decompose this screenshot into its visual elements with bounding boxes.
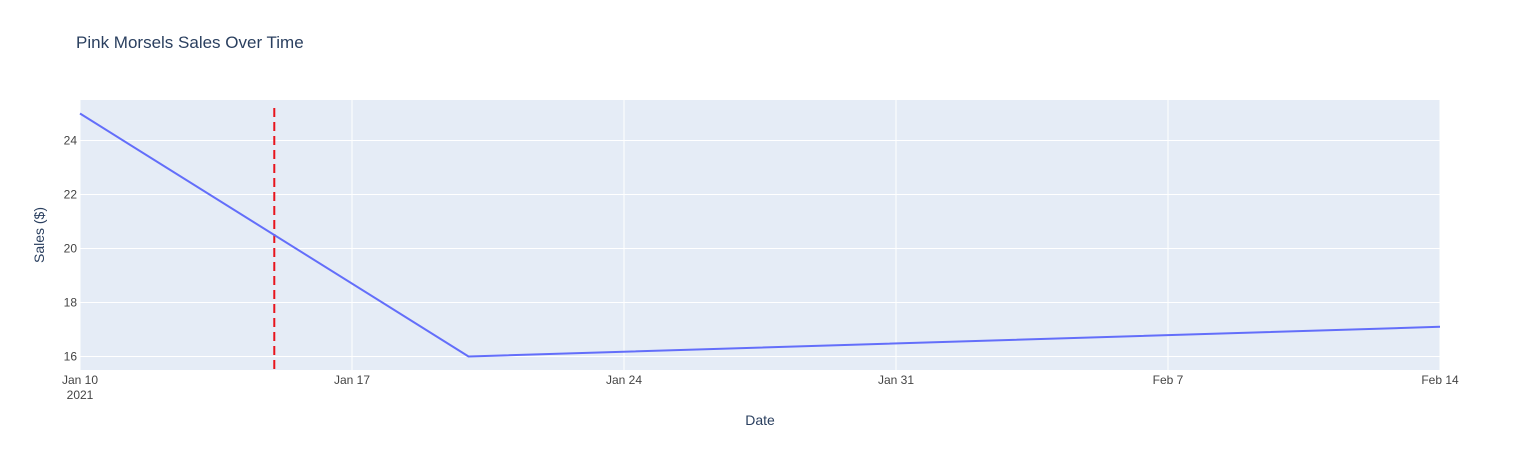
series-group	[79, 112, 1441, 358]
y-axis-label: Sales ($)	[31, 207, 47, 263]
y-tick-label: 20	[64, 242, 78, 256]
x-axis-label: Date	[745, 412, 775, 428]
y-tick-label: 18	[64, 296, 78, 310]
y-gridlines	[80, 140, 1440, 357]
x-tick-label: Feb 14	[1421, 373, 1459, 387]
series-line	[79, 112, 1441, 358]
chart-title: Pink Morsels Sales Over Time	[76, 33, 304, 52]
x-gridlines	[79, 100, 1441, 370]
plot-area	[80, 100, 1440, 370]
y-tick-label: 22	[64, 188, 78, 202]
y-tick-label: 24	[64, 134, 78, 148]
x-tick-label: Jan 17	[334, 373, 370, 387]
x-tick-label: Jan 10	[62, 373, 98, 387]
x-tick-label: Feb 7	[1153, 373, 1184, 387]
x-tick-sublabel: 2021	[67, 388, 94, 402]
y-tick-label: 16	[64, 350, 78, 364]
x-tick-label: Jan 24	[606, 373, 642, 387]
x-tick-label: Jan 31	[878, 373, 914, 387]
y-tick-labels: 16 18 20 22 24	[64, 134, 78, 364]
